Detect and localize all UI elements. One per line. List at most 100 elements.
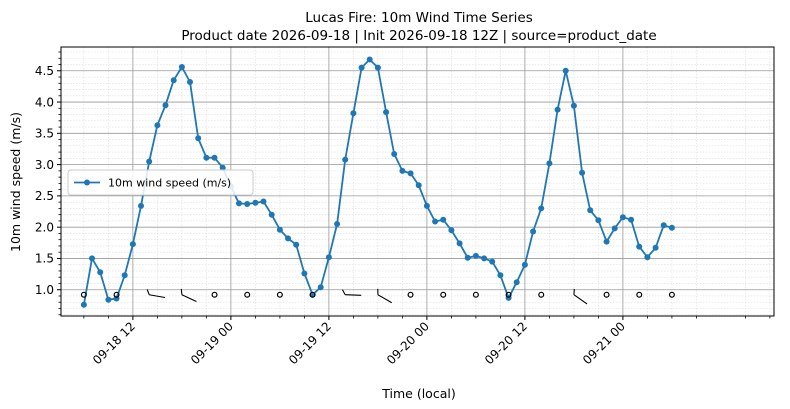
data-point [187, 79, 193, 85]
data-point [521, 261, 528, 268]
data-point [162, 102, 169, 109]
data-point [350, 110, 357, 117]
data-point [644, 254, 651, 261]
wind-barb-shaft [149, 294, 166, 299]
data-point [472, 252, 479, 259]
data-point [562, 67, 569, 74]
data-point [554, 106, 561, 113]
data-point [513, 279, 520, 286]
data-point [481, 255, 488, 262]
wind-barb-flag [146, 289, 150, 295]
wind-barb-calm [407, 291, 414, 298]
data-point [464, 254, 471, 261]
data-point [80, 301, 87, 308]
data-point [97, 269, 104, 276]
data-point [579, 169, 586, 176]
data-point [342, 156, 349, 163]
y-tick-label: 2.5 [35, 189, 54, 203]
wind-barb-shaft [181, 294, 197, 302]
wind-barb-flag [377, 288, 379, 295]
data-point [285, 235, 291, 242]
data-point [293, 241, 300, 248]
wind-barb-calm [538, 291, 545, 298]
wind-barb-calm [211, 291, 218, 298]
data-point [538, 205, 545, 212]
wind-barbs-layer [80, 288, 675, 305]
y-axis-label: 10m wind speed (m/s) [8, 112, 23, 252]
data-point [603, 238, 610, 245]
data-point [219, 164, 226, 171]
data-point [456, 240, 463, 247]
legend-box [67, 169, 254, 196]
wind-barb [341, 289, 362, 296]
data-point [415, 182, 422, 189]
data-point [546, 160, 553, 167]
data-point [595, 217, 602, 224]
x-tick-label: 09-20 12 [482, 319, 530, 367]
data-point [170, 77, 177, 84]
data-point [660, 222, 667, 229]
wind-barb [573, 288, 588, 305]
wind-barb-calm [244, 291, 251, 298]
data-point [358, 64, 365, 71]
data-point [423, 202, 430, 209]
legend: 10m wind speed (m/s) [67, 169, 254, 196]
data-point [129, 241, 136, 248]
wind-barb-calm [276, 291, 283, 298]
data-point [383, 109, 390, 116]
data-point [374, 64, 381, 71]
wind-barb-calm [309, 291, 316, 298]
chart-subtitle: Product date 2026-09-18 | Init 2026-09-1… [181, 28, 656, 44]
wind-barb-calm [668, 291, 675, 298]
data-point [121, 272, 128, 279]
plot-frame [60, 46, 775, 317]
data-point [260, 198, 267, 205]
x-tick-label: 09-18 12 [90, 319, 138, 367]
data-point [178, 64, 185, 70]
wind-barb-shaft [377, 294, 393, 304]
y-tick-label: 2.0 [35, 220, 54, 234]
wind-barb-flag [341, 289, 346, 295]
data-point [203, 154, 210, 161]
wind-barb [377, 288, 393, 304]
wind-barb-calm [472, 291, 479, 298]
data-point [334, 221, 341, 227]
data-point [317, 284, 324, 291]
data-point [530, 228, 537, 235]
data-point [497, 272, 504, 279]
wind-barb-flag [573, 288, 575, 295]
data-point [570, 102, 577, 109]
y-tick-label: 1.0 [35, 283, 54, 297]
data-point [146, 158, 153, 165]
x-tick-label: 09-19 00 [188, 319, 236, 367]
y-axis-ticks: 1.0 1.5 2.0 2.5 3.0 3.5 4.0 4.5 [35, 51, 61, 316]
data-point [628, 216, 635, 223]
data-point [252, 199, 259, 206]
x-tick-label: 09-19 12 [286, 319, 334, 367]
major-grid [61, 47, 774, 316]
y-tick-label: 3.5 [35, 127, 54, 141]
wind-barb-shaft [345, 294, 362, 296]
x-axis-ticks: 09-18 12 09-19 00 09-19 12 09-20 00 09-20 12… [83, 316, 771, 367]
data-point [276, 226, 283, 233]
data-point [236, 200, 242, 207]
data-point [448, 227, 455, 234]
data-point [611, 225, 618, 232]
y-tick-label: 1.5 [35, 252, 54, 266]
data-point [211, 154, 218, 161]
data-point [244, 201, 251, 207]
x-tick-label: 09-21 00 [580, 319, 628, 367]
wind-barb-calm [505, 291, 512, 298]
data-point [391, 151, 398, 157]
y-tick-label: 4.5 [35, 64, 54, 78]
wind-barb-calm [113, 291, 120, 298]
data-point [636, 243, 643, 250]
x-tick-label: 09-20 00 [384, 319, 432, 367]
data-point [105, 296, 112, 303]
data-point [89, 255, 95, 262]
wind-barb-calm [80, 291, 87, 298]
data-point [489, 258, 496, 265]
data-point [407, 170, 414, 177]
legend-label: 10m wind speed (m/s) [108, 177, 231, 190]
y-tick-label: 3.0 [35, 158, 54, 172]
